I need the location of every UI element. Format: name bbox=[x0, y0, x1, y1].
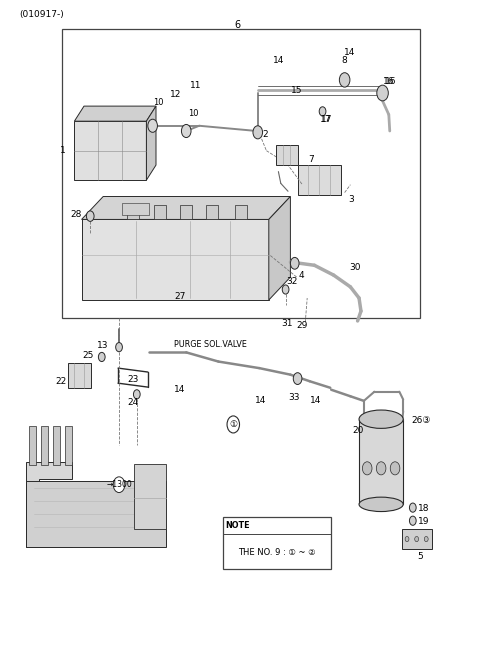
Circle shape bbox=[86, 211, 94, 221]
Bar bbox=[134, 464, 166, 529]
Text: 16: 16 bbox=[383, 77, 395, 86]
Circle shape bbox=[253, 126, 263, 139]
Polygon shape bbox=[82, 219, 269, 300]
Polygon shape bbox=[26, 462, 72, 547]
Text: 14: 14 bbox=[255, 396, 266, 405]
Text: 27: 27 bbox=[174, 291, 186, 301]
Circle shape bbox=[362, 462, 372, 475]
Bar bbox=[359, 419, 403, 504]
Ellipse shape bbox=[359, 497, 403, 512]
Ellipse shape bbox=[359, 410, 403, 428]
Polygon shape bbox=[146, 106, 156, 180]
Text: NOTE: NOTE bbox=[225, 521, 250, 531]
Text: 24: 24 bbox=[128, 398, 139, 407]
Text: 4: 4 bbox=[299, 271, 304, 280]
Circle shape bbox=[282, 285, 289, 294]
Text: 20: 20 bbox=[352, 426, 364, 436]
Text: PURGE SOL.VALVE: PURGE SOL.VALVE bbox=[174, 340, 247, 349]
Circle shape bbox=[293, 373, 302, 384]
Text: →1300: →1300 bbox=[106, 480, 132, 489]
Circle shape bbox=[376, 462, 386, 475]
Bar bbox=[223, 517, 331, 569]
Circle shape bbox=[113, 477, 125, 493]
Circle shape bbox=[290, 257, 299, 269]
Circle shape bbox=[98, 352, 105, 362]
Text: 15: 15 bbox=[291, 86, 302, 95]
Bar bbox=[68, 363, 91, 388]
Text: 1: 1 bbox=[60, 146, 65, 155]
Text: 30: 30 bbox=[349, 263, 361, 272]
Polygon shape bbox=[269, 196, 290, 300]
Text: 26③: 26③ bbox=[412, 416, 432, 425]
Bar bbox=[41, 426, 48, 465]
Bar bbox=[53, 426, 60, 465]
Bar bbox=[65, 426, 72, 465]
Text: 14: 14 bbox=[344, 48, 355, 57]
Text: 18: 18 bbox=[418, 504, 429, 513]
Polygon shape bbox=[82, 196, 290, 219]
Text: 23: 23 bbox=[128, 375, 139, 384]
Text: 8: 8 bbox=[342, 56, 348, 65]
Circle shape bbox=[339, 73, 350, 87]
Bar bbox=[276, 145, 298, 165]
Circle shape bbox=[116, 343, 122, 352]
Text: 31: 31 bbox=[281, 319, 293, 328]
Bar bbox=[154, 205, 166, 219]
Circle shape bbox=[377, 85, 388, 101]
Text: 7: 7 bbox=[308, 155, 314, 164]
Text: 13: 13 bbox=[96, 341, 108, 350]
Bar bbox=[180, 205, 192, 219]
Text: 25: 25 bbox=[83, 351, 94, 360]
Bar bbox=[62, 29, 420, 318]
Text: THE NO. 9 : ① ~ ②: THE NO. 9 : ① ~ ② bbox=[239, 548, 316, 557]
Polygon shape bbox=[298, 165, 341, 195]
Bar bbox=[127, 205, 139, 219]
Circle shape bbox=[390, 462, 400, 475]
Text: 19: 19 bbox=[418, 517, 429, 526]
Text: 5: 5 bbox=[417, 552, 423, 561]
Bar bbox=[29, 426, 36, 465]
Text: 29: 29 bbox=[297, 321, 308, 330]
Text: 17: 17 bbox=[321, 115, 332, 124]
Text: 14: 14 bbox=[174, 384, 186, 394]
Text: ①: ① bbox=[229, 420, 237, 429]
Text: 10: 10 bbox=[153, 98, 164, 107]
Bar bbox=[402, 529, 432, 549]
Circle shape bbox=[319, 107, 326, 116]
Circle shape bbox=[415, 536, 419, 542]
Bar bbox=[206, 205, 218, 219]
Text: 14: 14 bbox=[310, 396, 322, 405]
Circle shape bbox=[405, 536, 409, 542]
Circle shape bbox=[133, 390, 140, 399]
Text: 12: 12 bbox=[169, 90, 181, 100]
Bar bbox=[235, 205, 247, 219]
Polygon shape bbox=[74, 121, 146, 180]
Circle shape bbox=[148, 119, 157, 132]
Text: 22: 22 bbox=[55, 377, 66, 386]
Bar bbox=[26, 481, 166, 547]
Circle shape bbox=[227, 416, 240, 433]
Text: 32: 32 bbox=[286, 277, 298, 286]
Text: 6: 6 bbox=[235, 20, 240, 30]
Text: (010917-): (010917-) bbox=[19, 10, 64, 19]
Text: 14: 14 bbox=[273, 56, 284, 65]
Text: 17: 17 bbox=[320, 115, 331, 124]
Circle shape bbox=[181, 124, 191, 138]
Bar bbox=[122, 203, 149, 215]
Polygon shape bbox=[74, 106, 156, 121]
Text: 11: 11 bbox=[190, 81, 202, 90]
Circle shape bbox=[409, 516, 416, 525]
Circle shape bbox=[409, 503, 416, 512]
Text: 28: 28 bbox=[70, 210, 82, 219]
Circle shape bbox=[424, 536, 428, 542]
Text: 33: 33 bbox=[288, 393, 300, 402]
Text: 2: 2 bbox=[263, 130, 268, 139]
Text: 16: 16 bbox=[385, 77, 396, 86]
Text: 10: 10 bbox=[188, 109, 198, 119]
Text: 3: 3 bbox=[348, 195, 354, 204]
